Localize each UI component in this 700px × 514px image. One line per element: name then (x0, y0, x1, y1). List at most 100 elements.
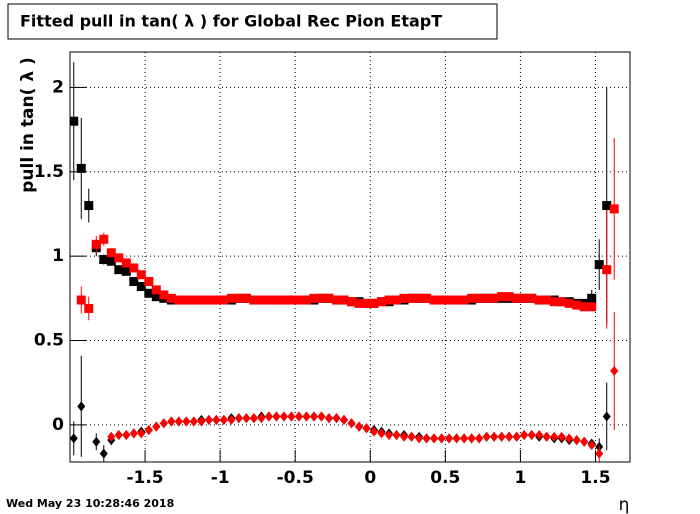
data-point (347, 418, 356, 429)
data-point (534, 295, 544, 305)
data-point (309, 293, 319, 303)
data-point (580, 436, 589, 447)
data-point (219, 414, 228, 425)
data-point (609, 204, 619, 214)
data-point (355, 421, 364, 432)
data-point (182, 416, 191, 427)
data-point (309, 411, 318, 422)
data-point (392, 295, 402, 305)
data-point (249, 295, 259, 305)
data-point (377, 428, 386, 439)
data-point (542, 295, 552, 305)
data-point (99, 255, 109, 265)
data-point (557, 297, 567, 307)
data-point (445, 433, 454, 444)
data-point (70, 116, 79, 126)
data-point (324, 293, 334, 303)
data-point (595, 448, 604, 459)
data-point (227, 414, 236, 425)
data-point (362, 423, 371, 434)
data-point (362, 298, 372, 308)
data-point (287, 411, 296, 422)
data-point (332, 413, 341, 424)
data-point (242, 413, 251, 424)
data-point (549, 297, 559, 307)
data-point (392, 430, 401, 441)
y-tick-label: 2 (52, 77, 64, 97)
data-point (249, 413, 258, 424)
data-point (594, 260, 604, 270)
data-point (92, 436, 101, 447)
data-point (414, 293, 424, 303)
data-point (385, 430, 394, 441)
data-point (490, 431, 499, 442)
data-point (550, 431, 559, 442)
data-point (377, 297, 387, 307)
data-point (527, 293, 537, 303)
data-point (76, 163, 86, 173)
data-point (121, 258, 131, 268)
data-point (114, 430, 123, 441)
data-point (475, 433, 484, 444)
data-point (347, 297, 357, 307)
data-point (129, 428, 138, 439)
data-point (189, 295, 199, 305)
data-point (324, 413, 333, 424)
y-tick-label: 0 (52, 415, 64, 435)
data-point (489, 293, 499, 303)
data-point (294, 411, 303, 422)
data-point (196, 295, 206, 305)
data-point (339, 295, 349, 305)
x-tick-label: 1 (514, 468, 526, 488)
x-tick-label: 0 (364, 468, 376, 488)
data-point (602, 201, 612, 211)
data-point (136, 270, 146, 280)
data-point (572, 435, 581, 446)
data-point (316, 293, 326, 303)
data-point (106, 248, 116, 258)
data-point (91, 239, 101, 249)
data-point (535, 430, 544, 441)
data-point (579, 302, 589, 312)
data-point (467, 293, 477, 303)
data-point (407, 431, 416, 442)
x-tick-label: -0.5 (277, 468, 314, 488)
data-point (587, 440, 596, 451)
data-point (129, 263, 139, 273)
data-point (400, 431, 409, 442)
data-point (212, 414, 221, 425)
data-point (144, 424, 153, 435)
data-point (520, 430, 529, 441)
data-point (129, 276, 139, 286)
data-point (422, 433, 431, 444)
data-point (151, 285, 161, 295)
data-point (504, 292, 514, 302)
data-point (70, 433, 78, 444)
data-point (557, 431, 566, 442)
data-point (144, 288, 154, 298)
data-point (84, 201, 94, 211)
y-axis-label: pull in tan( λ ) (18, 57, 38, 193)
data-point (77, 401, 86, 412)
data-point (369, 298, 379, 308)
data-point (257, 413, 266, 424)
data-point (106, 256, 116, 266)
data-point (204, 414, 213, 425)
data-point (226, 293, 236, 303)
data-point (301, 295, 311, 305)
data-point (121, 266, 131, 276)
data-point (610, 365, 619, 376)
data-point (437, 295, 447, 305)
data-point (286, 295, 296, 305)
data-point (264, 411, 273, 422)
data-point (271, 295, 281, 305)
data-point (159, 418, 168, 429)
data-point (452, 295, 462, 305)
data-point (234, 413, 243, 424)
x-tick-label: -1 (211, 468, 230, 488)
data-point (211, 295, 221, 305)
data-point (437, 433, 446, 444)
data-point (136, 282, 146, 292)
x-axis-label: η (619, 495, 630, 514)
